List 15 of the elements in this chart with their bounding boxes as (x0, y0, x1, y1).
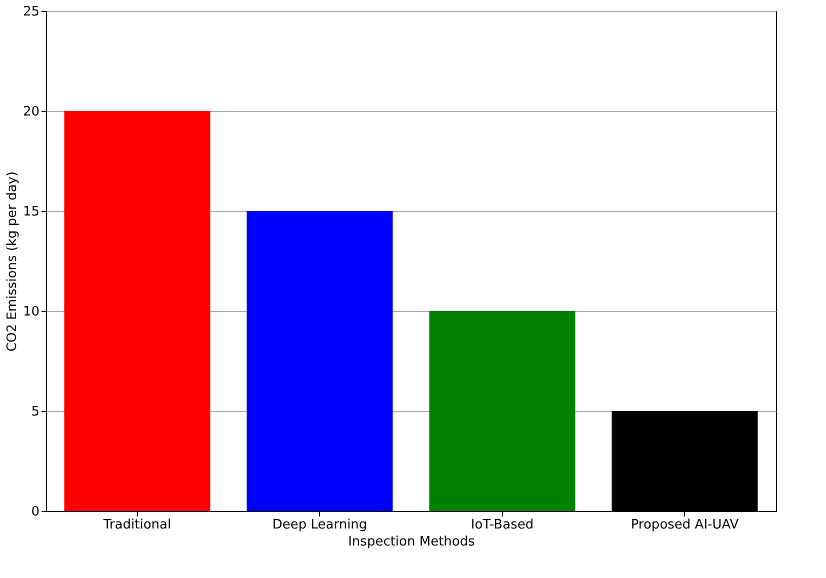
y-tick-label: 20 (22, 104, 40, 120)
x-tick-label: Traditional (102, 518, 172, 532)
bar (64, 111, 210, 511)
y-tick-label: 10 (22, 304, 40, 320)
x-tick-label: IoT-Based (470, 518, 534, 532)
y-axis-title: CO2 Emissions (kg per day) (4, 171, 20, 352)
x-tick-label: Deep Learning (272, 518, 368, 532)
x-axis-title: Inspection Methods (348, 534, 476, 550)
y-tick-label: 0 (31, 504, 40, 520)
y-tick-label: 5 (31, 404, 40, 420)
bar (429, 311, 576, 511)
y-tick-label: 25 (22, 4, 40, 20)
x-tick-label: Proposed AI-UAV (630, 518, 739, 532)
y-tick-label: 15 (22, 204, 40, 220)
bar (246, 211, 393, 511)
